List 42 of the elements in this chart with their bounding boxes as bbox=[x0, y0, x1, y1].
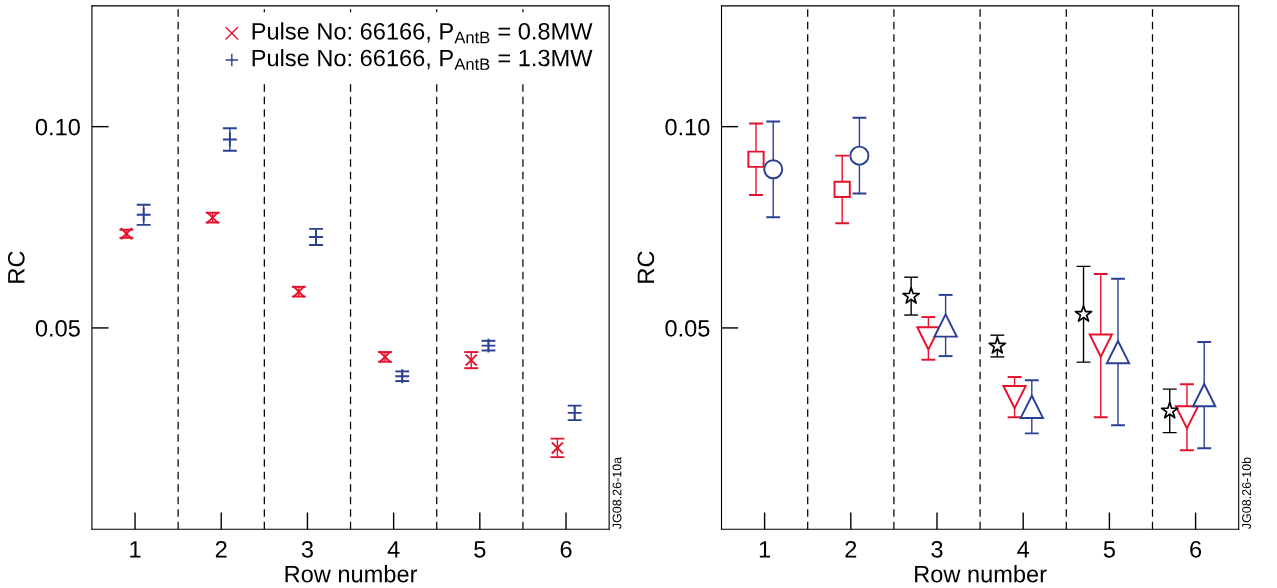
x-axis-title: Row number bbox=[285, 565, 418, 583]
point bbox=[747, 150, 765, 168]
x-tick-label: 5 bbox=[1103, 541, 1115, 558]
point bbox=[550, 441, 564, 455]
point bbox=[902, 286, 921, 304]
x-tick-label: 6 bbox=[560, 540, 572, 558]
y-tick-label: 0.10 bbox=[35, 118, 80, 136]
legend-label: Pulse No: 66166, P$_{AntB}$ = 1.3MW bbox=[252, 49, 593, 70]
point bbox=[763, 159, 784, 180]
text: JG08.26-10a bbox=[612, 456, 622, 529]
point bbox=[988, 336, 1007, 354]
x-tick-label: 4 bbox=[387, 541, 400, 558]
x-tick-label: 3 bbox=[301, 540, 313, 558]
point bbox=[933, 313, 958, 338]
y-axis-title: RC bbox=[7, 251, 25, 283]
point bbox=[1019, 394, 1044, 419]
point bbox=[1105, 340, 1131, 365]
y-tick-label: 0.10 bbox=[665, 118, 710, 136]
point bbox=[849, 145, 870, 166]
x-tick-label: 3 bbox=[931, 540, 943, 558]
x-tick-label: 5 bbox=[474, 541, 486, 558]
legend-label: Pulse No: 66166, P$_{AntB}$ = 0.8MW bbox=[252, 22, 593, 44]
point bbox=[1088, 333, 1113, 358]
point bbox=[221, 131, 238, 148]
point bbox=[916, 326, 941, 351]
x-tick-label: 4 bbox=[1017, 541, 1030, 558]
x-tick-label: 1 bbox=[759, 541, 771, 558]
text: JG08.26-10b bbox=[1241, 457, 1251, 529]
x-tick-label: 2 bbox=[215, 540, 227, 558]
point bbox=[1074, 304, 1093, 322]
point bbox=[1174, 405, 1200, 430]
point bbox=[1160, 401, 1179, 419]
point bbox=[1002, 385, 1027, 410]
point bbox=[1192, 383, 1217, 408]
y-axis-title: RC bbox=[637, 251, 655, 283]
y-tick-label: 0.05 bbox=[35, 319, 80, 337]
x-axis-title: Row number bbox=[915, 565, 1047, 583]
x-tick-label: 6 bbox=[1190, 540, 1202, 558]
x-tick-label: 2 bbox=[845, 540, 857, 558]
x-tick-label: 1 bbox=[130, 541, 141, 558]
point bbox=[833, 180, 851, 199]
y-tick-label: 0.05 bbox=[665, 319, 710, 337]
